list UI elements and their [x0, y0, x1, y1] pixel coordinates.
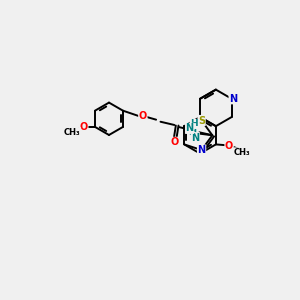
Text: H: H	[188, 127, 196, 137]
Text: CH₃: CH₃	[64, 128, 81, 137]
Text: H: H	[190, 119, 198, 128]
Text: N: N	[229, 94, 237, 104]
Text: CH₃: CH₃	[234, 148, 251, 157]
Text: N: N	[197, 145, 206, 155]
Text: O: O	[170, 137, 179, 147]
Text: N: N	[191, 133, 199, 142]
Text: O: O	[80, 122, 88, 132]
Text: S: S	[198, 116, 205, 125]
Text: N: N	[186, 123, 194, 134]
Text: O: O	[225, 141, 233, 151]
Text: O: O	[139, 111, 147, 121]
